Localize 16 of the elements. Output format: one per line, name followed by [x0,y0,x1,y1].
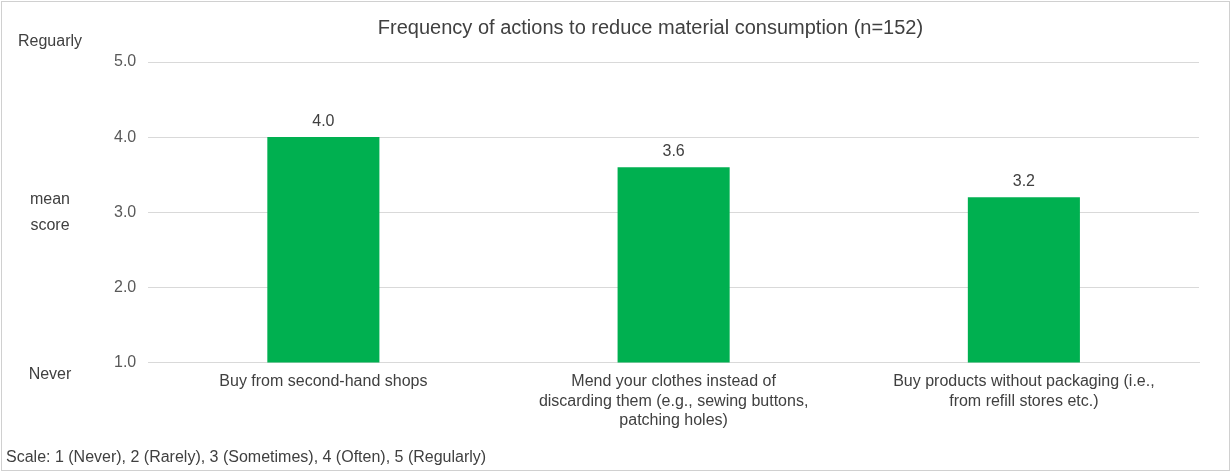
data-label: 4.0 [312,111,335,129]
text: Reguarly [17,32,83,50]
data-label: 3.2 [1012,171,1036,189]
y-tick-label: 5.0 [113,52,137,70]
x-tick-label: Buy products without packaging (i.e., from refill stores etc.) [893,372,1155,409]
text: Never [28,364,73,382]
x-tick-label: Mend your clothes instead of discarding them (e.g., sewing buttons, patching holes) [538,372,809,428]
x-tick-label: Buy from second-hand shops [219,372,428,390]
y-tick-label: 3.0 [113,202,137,220]
data-label: 3.6 [662,141,685,159]
y-tick-label: 4.0 [113,127,137,145]
y-axis-title: mean score [29,189,71,233]
text: Scale: 1 (Never), 2 (Rarely), 3 (Sometimes), 4 (Often), 5 (Regularly) [6,448,487,466]
y-tick-label: 1.0 [113,352,137,370]
y-tick-label: 2.0 [113,277,137,295]
chart-title: Frequency of actions to reduce material consumption (n=152) [377,15,924,38]
